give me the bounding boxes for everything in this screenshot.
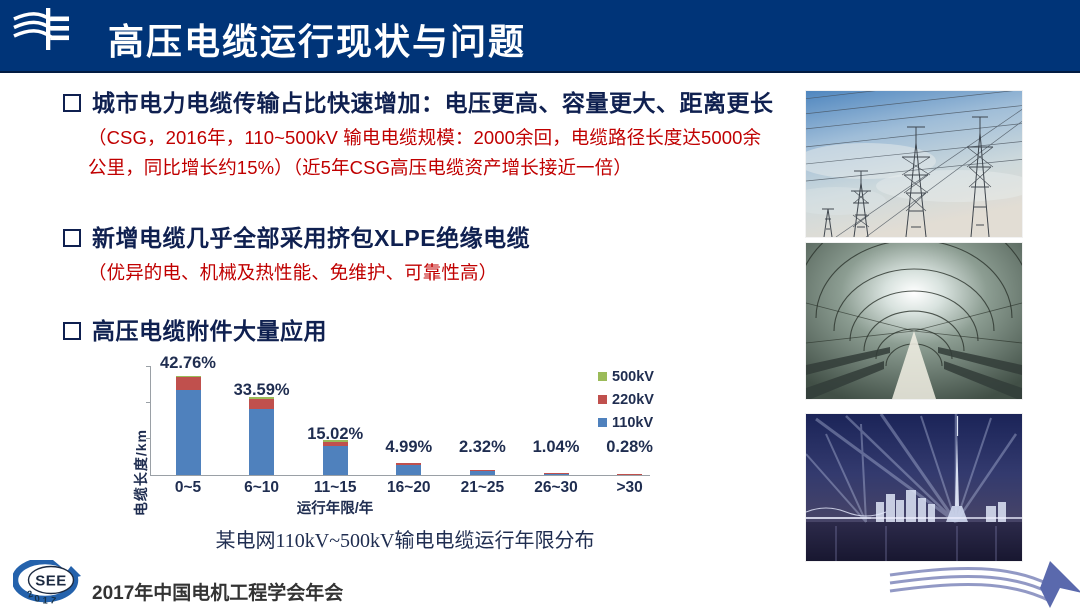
svg-text:1: 1 [42,595,49,606]
svg-text:7: 7 [49,595,57,606]
svg-text:0: 0 [34,593,41,605]
svg-text:SEE: SEE [35,573,67,590]
